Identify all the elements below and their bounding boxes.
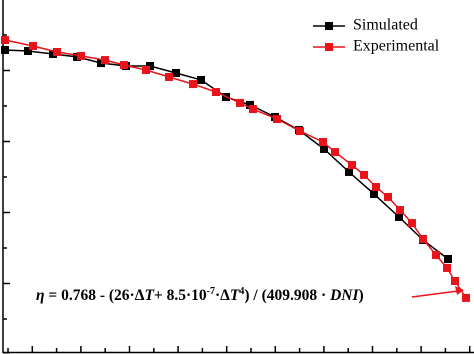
point [197, 75, 205, 84]
point [212, 88, 220, 97]
point [77, 51, 85, 60]
series-line [4, 39, 467, 299]
point [249, 105, 257, 114]
eq-part: + 8.5·10 [153, 287, 207, 305]
point [320, 144, 328, 153]
eq-part: ·Δ [215, 287, 230, 305]
point [120, 61, 128, 70]
point [273, 114, 281, 123]
point [1, 45, 9, 54]
eq-part: ) [358, 287, 364, 305]
point [296, 127, 304, 136]
point [172, 68, 180, 77]
legend: Simulated Experimental [313, 17, 440, 55]
eq-part: DNI [330, 287, 359, 305]
series-line [4, 49, 449, 260]
point [101, 56, 109, 65]
point [189, 80, 197, 89]
point [451, 277, 459, 286]
legend-label: Experimental [353, 38, 440, 55]
point [319, 137, 327, 146]
point [1, 36, 9, 45]
legend-marker [325, 43, 333, 51]
legend-label: Simulated [353, 17, 418, 34]
point [345, 167, 353, 176]
eq-part: = 0.768 - (26·Δ [44, 287, 145, 305]
point [462, 293, 470, 302]
point [348, 161, 356, 170]
point [419, 234, 427, 243]
point [372, 183, 380, 192]
point [331, 148, 339, 157]
point [384, 192, 392, 201]
point [395, 212, 403, 221]
eq-part: ) / (409.908 · [244, 287, 331, 305]
eq-part: 4 [239, 286, 245, 297]
point [444, 255, 452, 264]
point [370, 189, 378, 198]
arrow-head [455, 286, 464, 295]
eq-part: T [229, 287, 240, 305]
point [408, 219, 416, 228]
point [246, 100, 254, 109]
equation: η = 0.768 - (26·ΔT+ 8.5·10-7·ΔT4) / (409… [36, 286, 364, 305]
legend-marker [325, 22, 333, 30]
point [236, 98, 244, 107]
point [24, 46, 32, 55]
point [53, 47, 61, 56]
eq-part: -7 [206, 286, 216, 297]
point [432, 251, 440, 260]
point [360, 170, 368, 179]
point [142, 66, 150, 75]
eq-part: T [144, 287, 154, 305]
point [165, 72, 173, 81]
annotation-arrow [411, 290, 459, 298]
point [396, 206, 404, 215]
eq-part: η [36, 287, 45, 305]
point [29, 42, 37, 51]
point [443, 263, 451, 272]
